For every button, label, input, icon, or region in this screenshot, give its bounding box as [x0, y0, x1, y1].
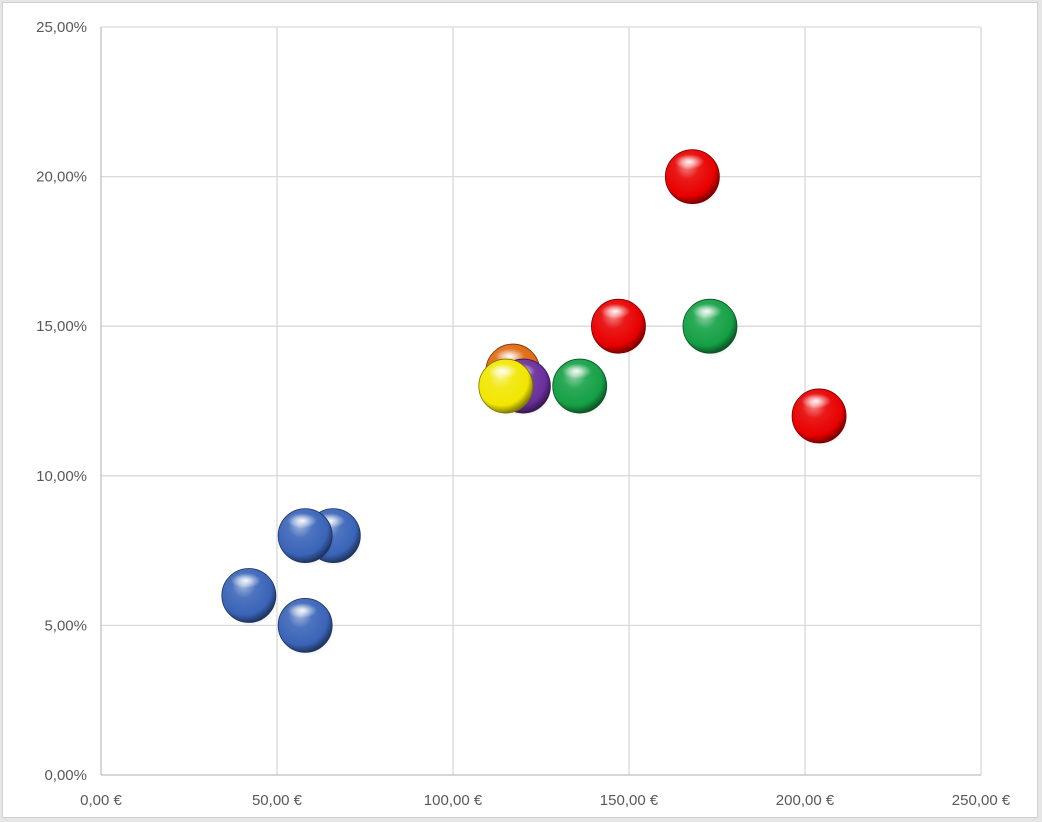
- data-point: [664, 149, 722, 208]
- x-tick-label: 250,00 €: [952, 792, 1011, 809]
- x-tick-label: 50,00 €: [252, 792, 303, 809]
- tick-labels: 0,00 € 50,00 € 100,00 € 150,00 € 200,00 € 250…: [36, 19, 1011, 809]
- x-tick-label: 100,00 €: [424, 792, 483, 809]
- data-point: [277, 508, 335, 567]
- y-tick-label: 10,00%: [36, 468, 87, 485]
- data-point: [552, 358, 609, 417]
- y-tick-label: 0,00%: [44, 767, 87, 784]
- data-point: [478, 358, 535, 417]
- data-point: [682, 298, 739, 357]
- data-points: [221, 149, 849, 657]
- y-tick-label: 25,00%: [36, 19, 87, 36]
- y-tick-label: 20,00%: [36, 169, 87, 186]
- x-tick-label: 150,00 €: [600, 792, 659, 809]
- data-point: [277, 598, 335, 657]
- data-point: [221, 568, 278, 627]
- y-tick-label: 5,00%: [44, 617, 87, 634]
- x-tick-label: 0,00 €: [80, 792, 122, 809]
- axes: [100, 27, 981, 776]
- data-point: [791, 388, 849, 447]
- data-point: [591, 298, 648, 357]
- x-tick-label: 200,00 €: [776, 792, 835, 809]
- scatter-chart: 0,00 € 50,00 € 100,00 € 150,00 € 200,00 € 250…: [36, 19, 1011, 809]
- y-tick-label: 15,00%: [36, 318, 87, 335]
